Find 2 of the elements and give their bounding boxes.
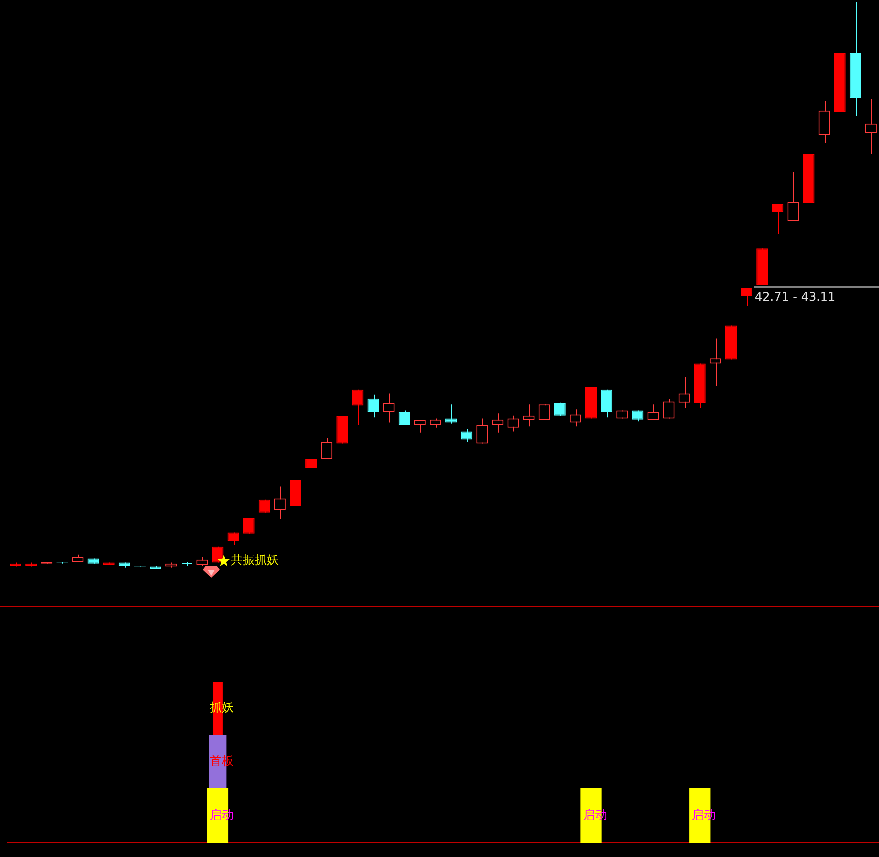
annotation: 42.71 - 43.11	[755, 290, 836, 304]
annotation: 共振抓妖	[231, 553, 279, 568]
